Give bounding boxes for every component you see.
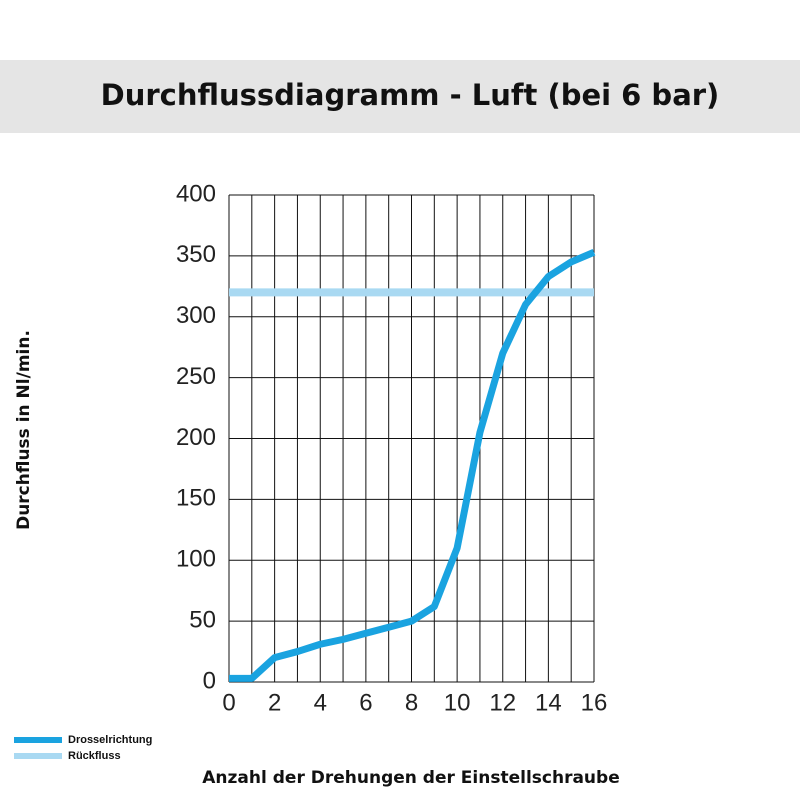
y-tick-label: 100 [176,546,216,573]
y-tick-label: 350 [176,241,216,268]
y-axis-label: Durchfluss in Nl/min. [14,330,34,530]
x-tick-label: 6 [359,689,372,716]
x-axis-label: Anzahl der Drehungen der Einstellschraub… [202,768,619,788]
chart-title: Durchflussdiagramm - Luft (bei 6 bar) [101,78,720,112]
x-tick-label: 4 [314,689,327,716]
x-tick-label: 2 [268,689,281,716]
y-tick-label: 50 [189,606,216,633]
x-tick-label: 16 [581,689,608,716]
x-tick-label: 12 [489,689,516,716]
legend-label: Rückfluss [68,750,121,762]
y-tick-label: 400 [176,180,216,207]
x-tick-label: 14 [535,689,562,716]
x-tick-label: 0 [222,689,235,716]
y-tick-label: 150 [176,485,216,512]
title-band [0,60,800,133]
y-tick-label: 200 [176,424,216,451]
data-line [229,249,596,682]
legend-label: Drosselrichtung [68,734,152,746]
x-tick-label: 8 [405,689,418,716]
y-tick-label: 250 [176,363,216,390]
y-tick-label: 0 [203,667,216,694]
y-tick-label: 300 [176,302,216,329]
x-tick-label: 10 [444,689,471,716]
